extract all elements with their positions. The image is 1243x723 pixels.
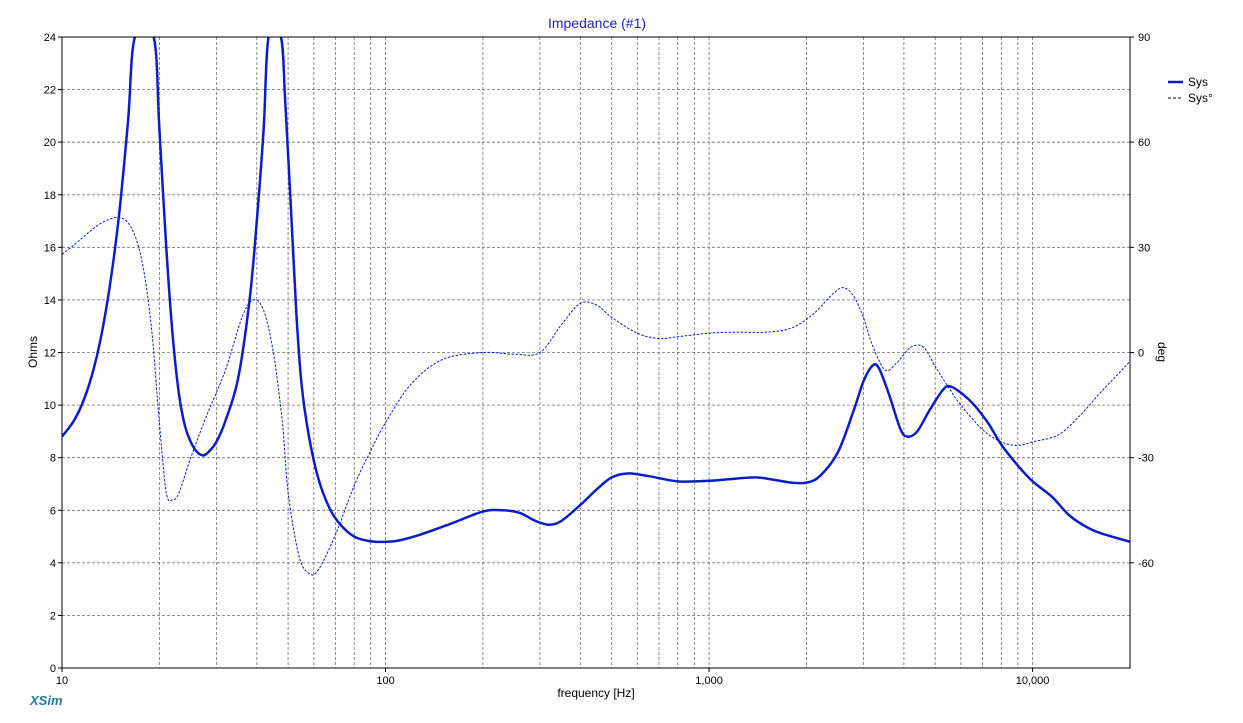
y-tick-label: 20 bbox=[44, 137, 56, 149]
x-axis-label: frequency [Hz] bbox=[557, 686, 634, 700]
legend-label-sys-deg: Sys° bbox=[1188, 91, 1213, 105]
x-tick-label: 10,000 bbox=[1016, 675, 1050, 687]
x-tick-label: 10 bbox=[56, 675, 68, 687]
y-tick-label: 16 bbox=[44, 242, 56, 254]
legend: Sys Sys° bbox=[1168, 75, 1213, 105]
y-tick-label: 4 bbox=[50, 558, 56, 570]
y2-tick-label: -30 bbox=[1138, 453, 1154, 465]
y2-tick-label: 30 bbox=[1138, 242, 1150, 254]
y2-tick-label: 90 bbox=[1138, 32, 1150, 44]
y-tick-label: 6 bbox=[50, 505, 56, 517]
series-line-sys-impedance bbox=[62, 37, 1130, 544]
y-tick-label: 8 bbox=[50, 453, 56, 465]
y2-axis-ticks: -60 -30 0 30 60 90 bbox=[1130, 32, 1154, 570]
series-group bbox=[62, 37, 1130, 576]
series-line-sys-phase bbox=[62, 216, 1130, 576]
x-tick-label: 100 bbox=[376, 675, 394, 687]
grid bbox=[62, 37, 1130, 668]
y2-tick-label: 60 bbox=[1138, 137, 1150, 149]
y-tick-label: 0 bbox=[50, 663, 56, 675]
x-tick-label: 1,000 bbox=[695, 675, 723, 687]
x-axis-ticks: 10 100 1,000 10,000 bbox=[56, 668, 1050, 687]
chart-title: Impedance (#1) bbox=[548, 15, 646, 31]
brand-logo: XSim bbox=[29, 693, 63, 708]
y-axis-label: Ohms bbox=[26, 336, 40, 368]
legend-label-sys: Sys bbox=[1188, 75, 1208, 89]
y-tick-label: 14 bbox=[44, 295, 56, 307]
y-tick-label: 24 bbox=[44, 32, 56, 44]
y-tick-label: 10 bbox=[44, 400, 56, 412]
plot-frame bbox=[61, 36, 1131, 669]
y2-tick-label: -60 bbox=[1138, 558, 1154, 570]
y-tick-label: 18 bbox=[44, 190, 56, 202]
y2-tick-label: 0 bbox=[1138, 348, 1144, 360]
y-tick-label: 12 bbox=[44, 348, 56, 360]
y-tick-label: 2 bbox=[50, 610, 56, 622]
y2-axis-label: deg bbox=[1155, 342, 1169, 362]
y-tick-label: 22 bbox=[44, 85, 56, 97]
